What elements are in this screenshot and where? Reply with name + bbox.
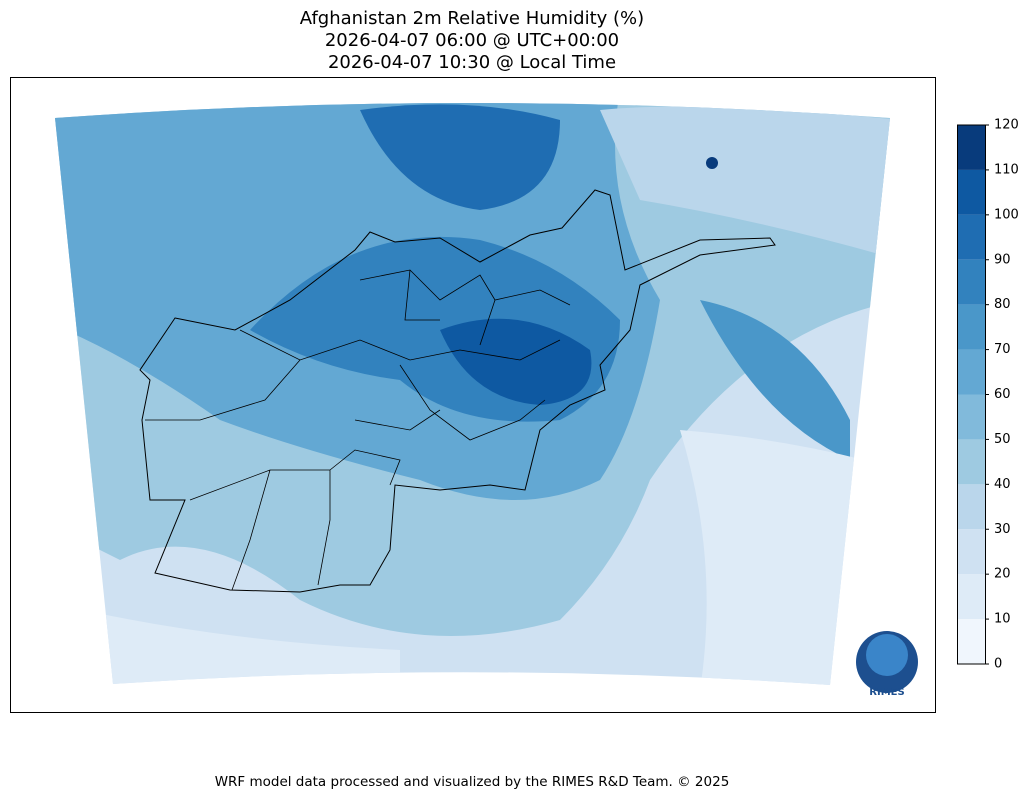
province-border [145, 269, 571, 591]
colorbar-segment [957, 484, 985, 530]
colorbar-tick-label: 90 [994, 252, 1011, 267]
field-spot [706, 157, 718, 169]
colorbar-segment [957, 169, 985, 215]
colorbar-segment [957, 439, 985, 485]
logo-globe [866, 634, 908, 676]
logo: RIMES [856, 631, 918, 698]
footer: WRF model data processed and visualized … [215, 774, 730, 790]
colorbar-segment [957, 259, 985, 305]
colorbar-segment [957, 619, 985, 664]
colorbar-segment [957, 394, 985, 440]
colorbar-segment [957, 214, 985, 260]
map-frame [10, 77, 936, 713]
colorbar-tick-label: 70 [994, 342, 1011, 357]
colorbar-tick-label: 50 [994, 432, 1011, 447]
field-band [360, 104, 560, 210]
logo-text: RIMES [869, 687, 904, 698]
colorbar: 0 10 20 30 40 50 60 70 80 90 100 110 120 [957, 118, 1019, 672]
colorbar-segment [957, 574, 985, 620]
colorbar-tick-label: 40 [994, 477, 1011, 492]
colorbar-tick-label: 10 [994, 612, 1011, 627]
colorbar-tick-label: 120 [994, 118, 1019, 133]
colorbar-tick-label: 110 [994, 162, 1019, 177]
country-border [139, 189, 776, 593]
title-line: 2026-04-07 10:30 @ Local Time [328, 52, 616, 73]
colorbar-segment [957, 125, 985, 170]
humidity-field [55, 103, 890, 685]
colorbar-segment [957, 349, 985, 395]
colorbar-segment [957, 304, 985, 350]
title-line: 2026-04-07 06:00 @ UTC+00:00 [325, 30, 619, 51]
colorbar-tick-label: 60 [994, 387, 1011, 402]
colorbar-tick-label: 0 [994, 657, 1002, 672]
field-band [700, 300, 850, 460]
colorbar-tick-label: 100 [994, 207, 1019, 222]
title-line: Afghanistan 2m Relative Humidity (%) [300, 8, 644, 29]
colorbar-tick-label: 30 [994, 522, 1011, 537]
colorbar-segment [957, 529, 985, 575]
field-band [600, 106, 890, 260]
colorbar-tick-label: 80 [994, 297, 1011, 312]
field-band [440, 318, 592, 405]
map [10, 77, 936, 713]
colorbar-tick-label: 20 [994, 567, 1011, 582]
